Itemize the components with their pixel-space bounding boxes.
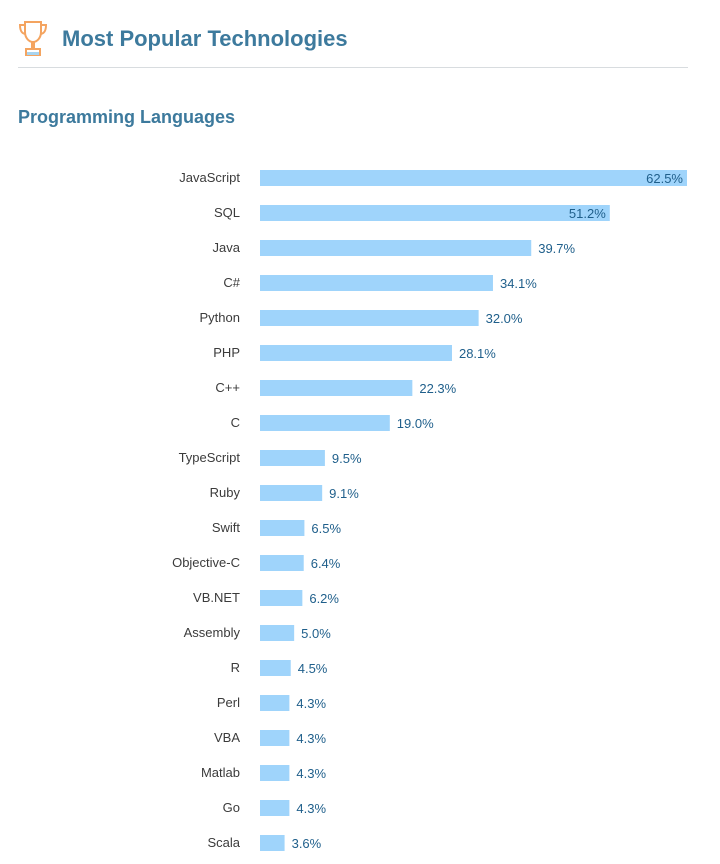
value-label: 39.7%	[538, 241, 575, 256]
bar	[260, 695, 290, 711]
bar	[260, 170, 687, 186]
value-label: 6.5%	[311, 521, 341, 536]
value-label: 4.3%	[296, 766, 326, 781]
bar	[260, 520, 305, 536]
category-label: Perl	[217, 695, 240, 710]
bar	[260, 240, 532, 256]
bar	[260, 275, 493, 291]
category-label: C++	[215, 380, 240, 395]
value-label: 3.6%	[292, 836, 322, 851]
bar	[260, 590, 303, 606]
category-label: PHP	[213, 345, 240, 360]
bar	[260, 730, 290, 746]
bar	[260, 310, 479, 326]
category-label: SQL	[214, 205, 240, 220]
value-label: 5.0%	[301, 626, 331, 641]
category-label: TypeScript	[179, 450, 241, 465]
bar	[260, 345, 452, 361]
category-label: C#	[223, 275, 240, 290]
category-label: C	[231, 415, 240, 430]
bar	[260, 380, 413, 396]
value-label: 62.5%	[646, 171, 683, 186]
value-label: 4.5%	[298, 661, 328, 676]
trophy-icon	[18, 21, 48, 56]
category-label: R	[231, 660, 240, 675]
category-label: JavaScript	[179, 170, 240, 185]
category-label: Ruby	[210, 485, 241, 500]
value-label: 22.3%	[419, 381, 456, 396]
value-label: 6.4%	[311, 556, 341, 571]
category-label: Matlab	[201, 765, 240, 780]
category-label: Swift	[212, 520, 241, 535]
bar	[260, 485, 323, 501]
bar	[260, 450, 325, 466]
category-label: Python	[200, 310, 240, 325]
category-label: Scala	[207, 835, 240, 850]
bar	[260, 415, 390, 431]
bar	[260, 660, 291, 676]
bar	[260, 625, 295, 641]
bar	[260, 835, 285, 851]
value-label: 6.2%	[309, 591, 339, 606]
category-label: Java	[213, 240, 241, 255]
section-title: Programming Languages	[18, 107, 236, 127]
category-label: VBA	[214, 730, 240, 745]
value-label: 28.1%	[459, 346, 496, 361]
category-label: VB.NET	[193, 590, 240, 605]
value-label: 4.3%	[296, 731, 326, 746]
category-label: Go	[223, 800, 240, 815]
bar	[260, 205, 610, 221]
category-label: Objective-C	[172, 555, 240, 570]
value-label: 9.5%	[332, 451, 362, 466]
value-label: 34.1%	[500, 276, 537, 291]
value-label: 51.2%	[569, 206, 606, 221]
bar	[260, 555, 304, 571]
bar	[260, 765, 290, 781]
value-label: 9.1%	[329, 486, 359, 501]
page-header: Most Popular Technologies	[18, 14, 688, 68]
value-label: 19.0%	[397, 416, 434, 431]
bar	[260, 800, 290, 816]
value-label: 32.0%	[486, 311, 523, 326]
value-label: 4.3%	[296, 696, 326, 711]
value-label: 4.3%	[296, 801, 326, 816]
category-label: Assembly	[184, 625, 241, 640]
page-title: Most Popular Technologies	[62, 26, 348, 51]
